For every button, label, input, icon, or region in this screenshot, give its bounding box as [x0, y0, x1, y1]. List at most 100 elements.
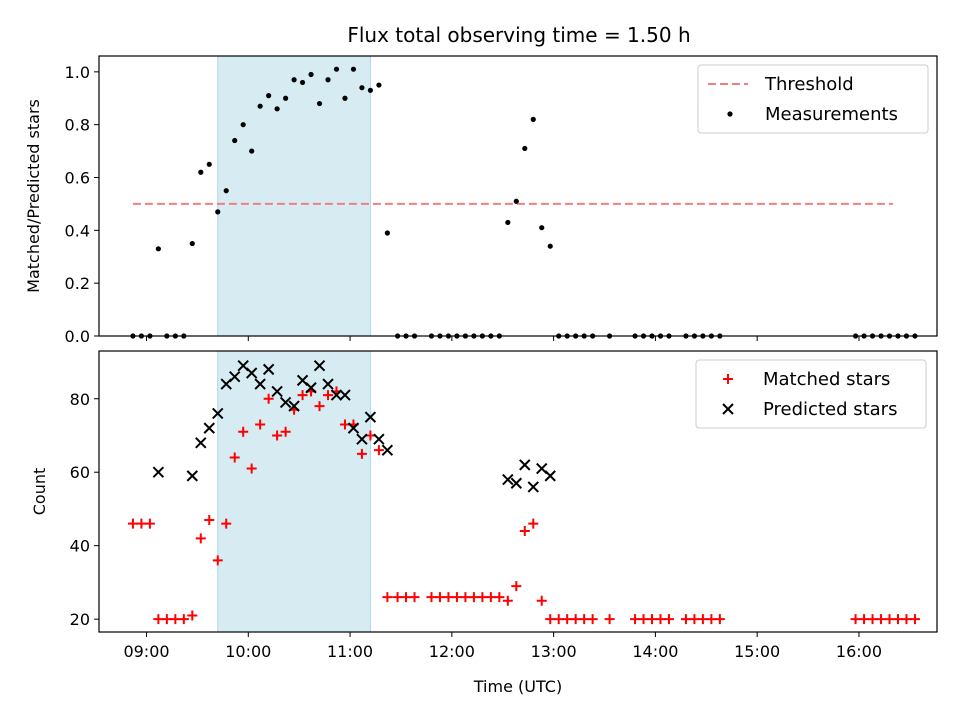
- matched-star-point: [238, 426, 249, 437]
- y-tick-label: 1.0: [65, 63, 90, 82]
- matched-star-point: [587, 614, 598, 625]
- matched-star-point: [850, 614, 861, 625]
- measurement-point: [384, 230, 390, 236]
- matched-star-point: [170, 614, 181, 625]
- matched-star-point: [680, 614, 691, 625]
- x-tick-label: 16:00: [836, 642, 882, 661]
- matched-star-point: [460, 592, 471, 603]
- measurement-point: [530, 116, 536, 122]
- y-tick-label: 80: [70, 390, 90, 409]
- matched-star-point: [339, 419, 350, 430]
- predicted-star-point: [271, 385, 283, 398]
- matched-star-point: [356, 448, 367, 459]
- measurement-point: [539, 225, 545, 231]
- predicted-star-point: [245, 367, 258, 379]
- measurement-point: [547, 243, 553, 249]
- predicted-star-point: [519, 459, 531, 471]
- matched-star-point: [401, 592, 412, 603]
- matched-star-point: [409, 592, 420, 603]
- measurement-point: [198, 169, 204, 175]
- matched-star-point: [604, 614, 615, 625]
- matched-star-point: [502, 595, 513, 606]
- predicted-star-point: [305, 382, 317, 394]
- measurement-point: [291, 77, 297, 83]
- measurement-point: [505, 219, 511, 226]
- predicted-star-point: [313, 359, 326, 372]
- measurement-point: [316, 100, 323, 107]
- legend: Matched stars Predicted stars: [695, 359, 927, 429]
- legend-box: [697, 64, 929, 134]
- measurement-point: [308, 71, 314, 78]
- matched-star-point: [468, 592, 479, 603]
- predicted-star-point: [322, 378, 334, 390]
- matched-star-point: [272, 430, 283, 441]
- matched-star-point: [689, 614, 700, 625]
- shaded-span: [217, 55, 371, 337]
- matched-star-point: [545, 614, 556, 625]
- matched-star-point: [485, 592, 496, 603]
- predicted-star-point: [288, 400, 300, 412]
- measurement-point: [155, 246, 161, 252]
- matched-star-point: [127, 518, 138, 529]
- matched-star-point: [884, 614, 895, 625]
- matched-star-point: [280, 426, 291, 437]
- legend-label: Matched stars: [763, 369, 890, 390]
- measurement-point: [359, 85, 365, 91]
- matched-star-point: [714, 614, 725, 625]
- x-tick-label: 11:00: [327, 642, 373, 661]
- matched-star-point: [373, 445, 384, 456]
- matched-star-point: [382, 592, 393, 603]
- matched-star-point: [892, 614, 903, 625]
- measurement-point: [232, 137, 238, 144]
- predicted-star-point: [527, 481, 539, 493]
- matched-star-point: [477, 592, 488, 603]
- measurement-point: [522, 145, 528, 152]
- matched-star-point: [212, 555, 223, 566]
- matched-star-point: [570, 614, 581, 625]
- predicted-star-point: [195, 437, 207, 449]
- matched-star-point: [204, 514, 215, 525]
- measurement-point: [299, 79, 306, 86]
- matched-star-point: [144, 518, 155, 529]
- y-tick-label: 0.2: [65, 274, 90, 293]
- matched-star-point: [647, 614, 658, 625]
- y-axis-label: Count: [30, 468, 49, 516]
- predicted-star-point: [502, 473, 514, 486]
- matched-star-point: [426, 592, 437, 603]
- predicted-star-point: [347, 422, 360, 434]
- x-tick-label: 15:00: [734, 642, 780, 661]
- matched-star-point: [392, 592, 403, 603]
- predicted-star-point: [364, 411, 377, 423]
- measurement-point: [257, 103, 263, 109]
- measurement-point: [350, 66, 357, 72]
- matched-star-point: [451, 592, 462, 603]
- measurement-point: [223, 188, 229, 194]
- legend-matched-swatch: [723, 374, 733, 384]
- matched-star-point: [229, 452, 240, 463]
- matched-star-point: [136, 518, 147, 529]
- measurement-point: [249, 148, 255, 154]
- matched-star-point: [859, 614, 870, 625]
- predicted-star-point: [229, 371, 241, 383]
- matched-star-point: [697, 614, 708, 625]
- matched-star-point: [246, 463, 257, 474]
- predicted-star-point: [152, 466, 165, 478]
- measurement-point: [367, 87, 374, 93]
- matched-star-point: [528, 518, 539, 529]
- top-panel: 0.0 0.2 0.4 0.6 0.8 1.0 Matched/Predicted star…: [24, 55, 938, 346]
- predicted-star-point: [339, 389, 351, 401]
- bottom-panel: 09:00 10:00 11:00 12:00 13:00 14:00 15:00 16:00…: [30, 350, 938, 696]
- matched-star-point: [638, 614, 649, 625]
- y-tick-label: 60: [70, 463, 90, 482]
- matched-star-point: [876, 614, 887, 625]
- matched-star-point: [323, 390, 334, 401]
- x-tick-label: 13:00: [531, 642, 577, 661]
- matched-star-point: [263, 393, 274, 404]
- predicted-star-point: [212, 407, 224, 420]
- matched-star-point: [443, 592, 454, 603]
- matched-star-point: [511, 581, 522, 592]
- predicted-star-point: [279, 396, 292, 409]
- matched-star-point: [536, 595, 547, 606]
- legend-label: Predicted stars: [763, 399, 897, 420]
